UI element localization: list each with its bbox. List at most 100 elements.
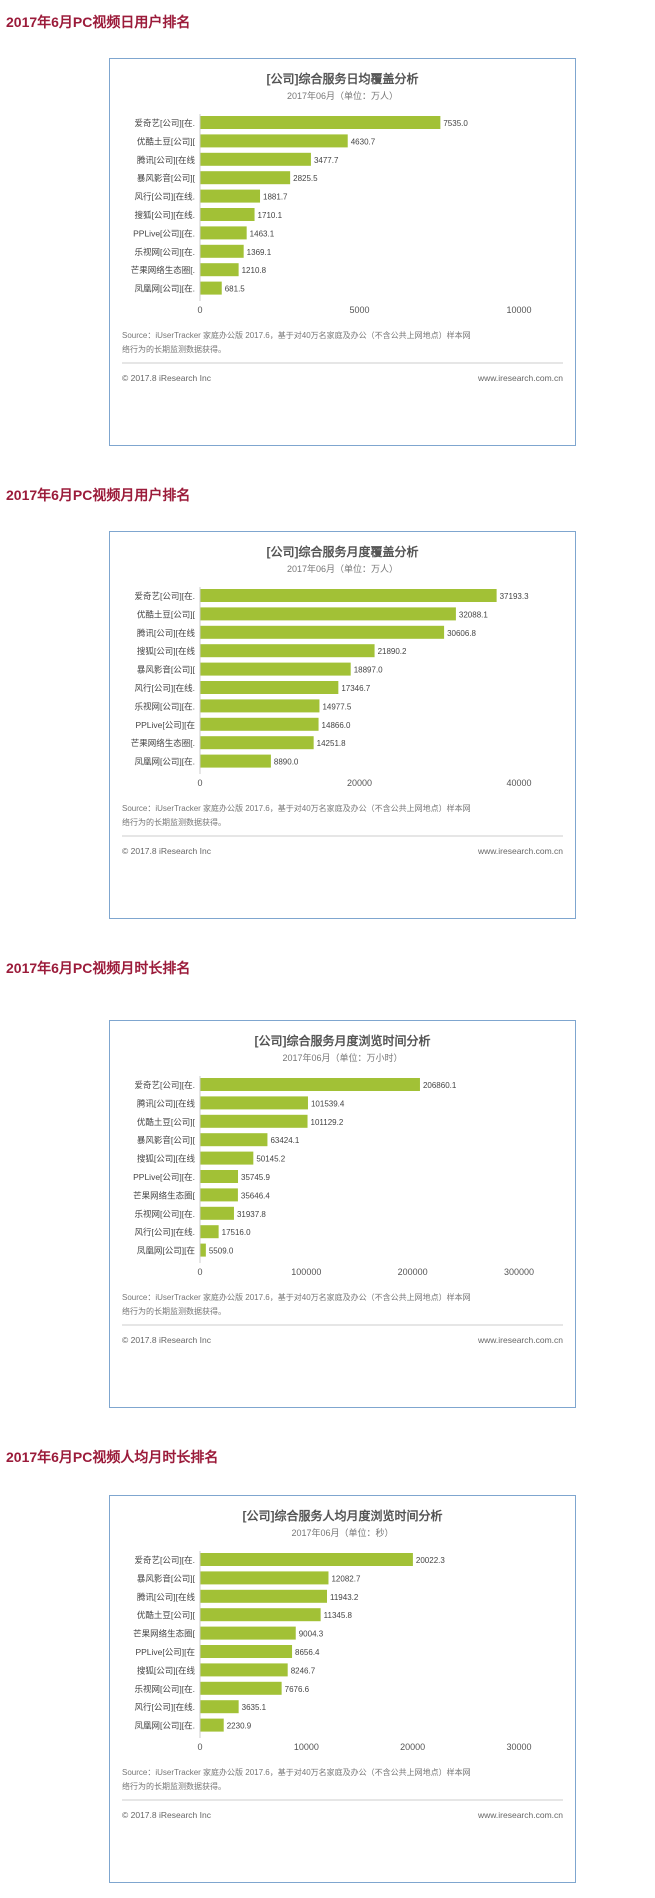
bar (200, 152, 311, 166)
category-label: PPLive[公司][在 (135, 720, 195, 730)
bar (200, 644, 375, 658)
value-label: 1369.1 (247, 248, 272, 257)
chart-card: [公司]综合服务人均月度浏览时间分析 2017年06月（单位：秒） 爱奇艺[公司][… (109, 1495, 576, 1883)
bar (200, 1133, 268, 1147)
category-label: 凤凰网[公司][在 (137, 1246, 195, 1256)
value-label: 5509.0 (209, 1247, 234, 1256)
value-label: 35646.4 (241, 1191, 270, 1200)
category-label: 暴风影音[公司][ (137, 1573, 196, 1583)
category-label: 乐视网[公司][在. (135, 701, 195, 711)
value-label: 4630.7 (351, 137, 376, 146)
category-label: 腾讯[公司][在线 (137, 1592, 196, 1602)
category-label: 风行[公司][在线. (135, 1702, 195, 1712)
category-label: 爱奇艺[公司][在. (135, 591, 195, 601)
tick-label: 10000 (506, 305, 531, 315)
bar (200, 1700, 239, 1714)
category-label: 凤凰网[公司][在. (135, 1721, 195, 1731)
bar (200, 1663, 288, 1677)
website: www.iresearch.com.cn (477, 1810, 563, 1820)
bar-chart: [公司]综合服务月度覆盖分析 2017年06月（单位：万人） 爱奇艺[公司][在. 3… (122, 544, 563, 856)
category-label: 爱奇艺[公司][在. (135, 1555, 195, 1565)
value-label: 1710.1 (258, 211, 283, 220)
category-label: 芒果网络生态圈[ (133, 1190, 196, 1200)
bar (200, 208, 255, 221)
value-label: 50145.2 (256, 1155, 285, 1164)
category-label: 风行[公司][在线. (135, 192, 195, 202)
category-label: 爱奇艺[公司][在. (135, 1080, 195, 1090)
chart-title: [公司]综合服务日均覆盖分析 (267, 71, 419, 86)
source-note-line2: 络行为的长期监测数据获得。 (122, 344, 226, 354)
tick-label: 20000 (400, 1742, 425, 1752)
bar (200, 1078, 420, 1091)
value-label: 3477.7 (314, 156, 339, 165)
bar (200, 1589, 327, 1603)
tick-label: 5000 (349, 305, 369, 315)
value-label: 681.5 (225, 285, 246, 294)
tick-label: 300000 (504, 1267, 534, 1277)
value-label: 14251.8 (317, 739, 346, 748)
section-heading: 2017年6月PC视频日用户排名 (6, 14, 191, 30)
source-note: Source：iUserTracker 家庭办公版 2017.6，基于对40万名… (122, 1292, 471, 1302)
category-label: 芒果网络生态圈[. (131, 738, 195, 748)
section-heading: 2017年6月PC视频月时长排名 (6, 960, 191, 976)
bar (200, 189, 261, 203)
category-label: 搜狐[公司][在线 (137, 1665, 196, 1675)
value-label: 1463.1 (250, 229, 275, 238)
bar (200, 1206, 234, 1220)
value-label: 14977.5 (322, 702, 351, 711)
bar (200, 1243, 206, 1257)
value-label: 14866.0 (322, 721, 351, 730)
value-label: 17346.7 (341, 684, 370, 693)
value-label: 8246.7 (291, 1666, 316, 1675)
value-label: 7676.6 (285, 1685, 310, 1694)
chart-title: [公司]综合服务人均月度浏览时间分析 (243, 1508, 443, 1523)
category-label: 芒果网络生态圈[ (133, 1629, 196, 1639)
chart-subtitle: 2017年06月（单位：万小时） (282, 1052, 402, 1063)
value-label: 18897.0 (354, 666, 383, 675)
category-label: 搜狐[公司][在线 (137, 646, 196, 656)
category-label: 暴风影音[公司][ (137, 173, 196, 183)
copyright: © 2017.8 iResearch Inc (122, 1335, 212, 1345)
bar (200, 607, 456, 621)
source-note-line2: 络行为的长期监测数据获得。 (122, 1306, 226, 1316)
tick-label: 20000 (347, 778, 372, 788)
category-label: 腾讯[公司][在线 (137, 628, 196, 638)
bar (200, 134, 348, 148)
category-label: 凤凰网[公司][在. (135, 757, 195, 767)
value-label: 20022.3 (416, 1556, 445, 1565)
bar (200, 589, 497, 602)
bar (200, 1096, 308, 1110)
bar (200, 1114, 308, 1128)
tick-label: 100000 (291, 1267, 321, 1277)
category-label: 搜狐[公司][在线 (137, 1154, 196, 1164)
chart-subtitle: 2017年06月（单位：秒） (291, 1527, 393, 1538)
chart-subtitle: 2017年06月（单位：万人） (287, 90, 398, 101)
tick-label: 200000 (398, 1267, 428, 1277)
tick-label: 10000 (294, 1742, 319, 1752)
category-label: 凤凰网[公司][在. (135, 284, 195, 294)
tick-label: 30000 (506, 1742, 531, 1752)
category-label: 风行[公司][在线. (135, 683, 195, 693)
category-label: 暴风影音[公司][ (137, 665, 196, 675)
value-label: 11345.8 (324, 1611, 353, 1620)
bar (200, 226, 247, 240)
chart-title: [公司]综合服务月度覆盖分析 (267, 544, 419, 559)
source-note-line2: 络行为的长期监测数据获得。 (122, 1781, 226, 1791)
category-label: PPLive[公司][在. (133, 228, 195, 238)
bar (200, 662, 351, 676)
bar (200, 699, 320, 713)
source-note: Source：iUserTracker 家庭办公版 2017.6，基于对40万名… (122, 1767, 471, 1777)
category-label: 腾讯[公司][在线 (137, 1098, 196, 1108)
bar (200, 1718, 224, 1732)
bar (200, 1225, 219, 1239)
tick-label: 0 (197, 1742, 202, 1752)
value-label: 31937.8 (237, 1210, 266, 1219)
bar (200, 1608, 321, 1622)
category-label: 芒果网络生态圈[. (131, 265, 195, 275)
value-label: 30606.8 (447, 629, 476, 638)
value-label: 206860.1 (423, 1081, 457, 1090)
section-heading: 2017年6月PC视频人均月时长排名 (6, 1449, 219, 1465)
category-label: 腾讯[公司][在线 (137, 155, 196, 165)
value-label: 2230.9 (227, 1722, 252, 1731)
value-label: 1881.7 (263, 193, 288, 202)
